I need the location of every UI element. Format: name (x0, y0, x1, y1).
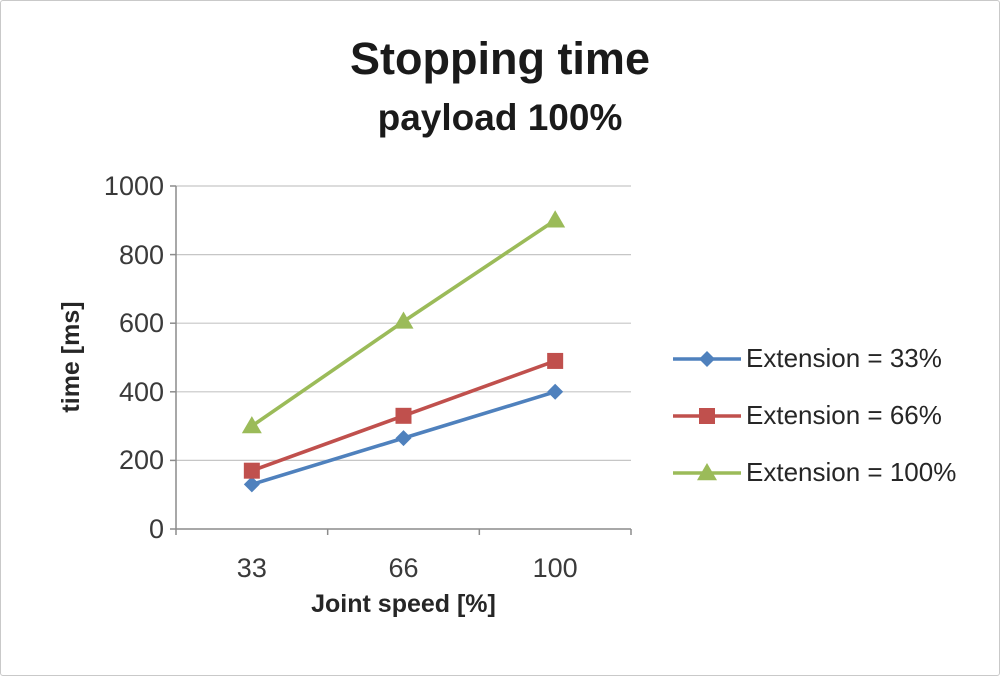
x-axis-tick-label: 66 (388, 553, 419, 583)
diamond-marker-icon (395, 430, 412, 447)
diamond-marker-icon (699, 350, 715, 367)
legend-label: Extension = 100% (746, 457, 957, 487)
y-axis-tick-label: 1000 (103, 171, 164, 201)
legend-label: Extension = 66% (746, 400, 942, 430)
legend-key-line-square-icon (673, 407, 741, 424)
legend-label: Extension = 33% (746, 343, 942, 373)
x-axis-tick-label: 100 (532, 553, 578, 583)
y-axis-title: time [ms] (57, 301, 85, 413)
diamond-marker-icon (243, 476, 260, 493)
triangle-marker-icon (697, 462, 717, 480)
legend: Extension = 33% Extension = 66% Extensio… (671, 330, 956, 501)
legend-entry: Extension = 66% (671, 387, 956, 444)
triangle-marker-icon (393, 311, 414, 329)
square-marker-icon (243, 462, 260, 479)
x-axis-tick-label: 33 (236, 553, 267, 583)
square-marker-icon (699, 407, 715, 424)
y-axis-tick-label: 600 (118, 308, 164, 339)
triangle-marker-icon (241, 416, 262, 434)
square-marker-icon (547, 352, 564, 369)
y-axis-tick-label: 400 (118, 376, 164, 407)
legend-entry: Extension = 100% (671, 444, 956, 501)
y-axis-tick-label: 200 (118, 445, 164, 476)
square-marker-icon (395, 407, 412, 424)
x-axis-title: Joint speed [%] (311, 590, 496, 618)
chart-subtitle: payload 100% (377, 97, 623, 138)
y-axis-tick-label: 0 (148, 514, 164, 544)
y-axis-tick-label: 800 (118, 239, 164, 270)
legend-key-line-diamond-icon (673, 350, 741, 367)
triangle-marker-icon (545, 210, 566, 228)
chart-title: Stopping time (350, 33, 650, 84)
diamond-marker-icon (547, 383, 564, 400)
plot-area (170, 185, 632, 535)
legend-entry: Extension = 33% (671, 330, 956, 387)
legend-key-line-triangle-icon (673, 462, 741, 480)
